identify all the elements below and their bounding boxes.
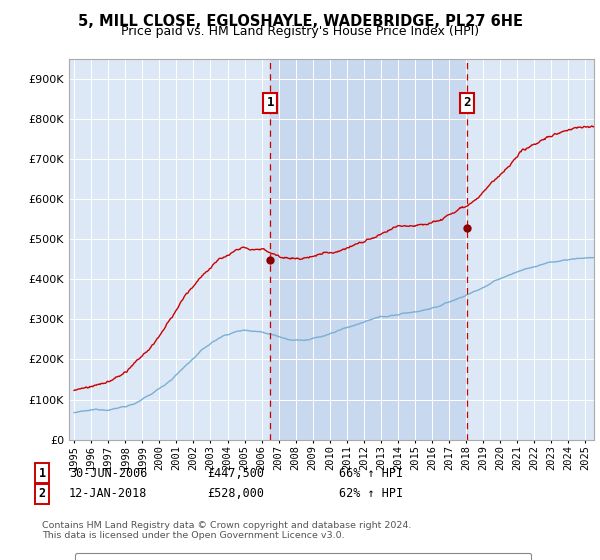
Text: 66% ↑ HPI: 66% ↑ HPI — [339, 466, 403, 480]
Text: 30-JUN-2006: 30-JUN-2006 — [69, 466, 148, 480]
Legend: 5, MILL CLOSE, EGLOSHAYLE, WADEBRIDGE, PL27 6HE (detached house), HPI: Average p: 5, MILL CLOSE, EGLOSHAYLE, WADEBRIDGE, P… — [74, 553, 531, 560]
Text: £528,000: £528,000 — [207, 487, 264, 501]
Text: 2: 2 — [38, 487, 46, 501]
Text: £447,500: £447,500 — [207, 466, 264, 480]
Bar — [270, 59, 467, 440]
Text: Contains HM Land Registry data © Crown copyright and database right 2024.
This d: Contains HM Land Registry data © Crown c… — [42, 521, 412, 540]
Text: 1: 1 — [38, 466, 46, 480]
Text: 62% ↑ HPI: 62% ↑ HPI — [339, 487, 403, 501]
Text: 1: 1 — [266, 96, 274, 109]
Text: 2: 2 — [463, 96, 470, 109]
Text: 5, MILL CLOSE, EGLOSHAYLE, WADEBRIDGE, PL27 6HE: 5, MILL CLOSE, EGLOSHAYLE, WADEBRIDGE, P… — [77, 14, 523, 29]
Text: 12-JAN-2018: 12-JAN-2018 — [69, 487, 148, 501]
Text: Price paid vs. HM Land Registry's House Price Index (HPI): Price paid vs. HM Land Registry's House … — [121, 25, 479, 38]
